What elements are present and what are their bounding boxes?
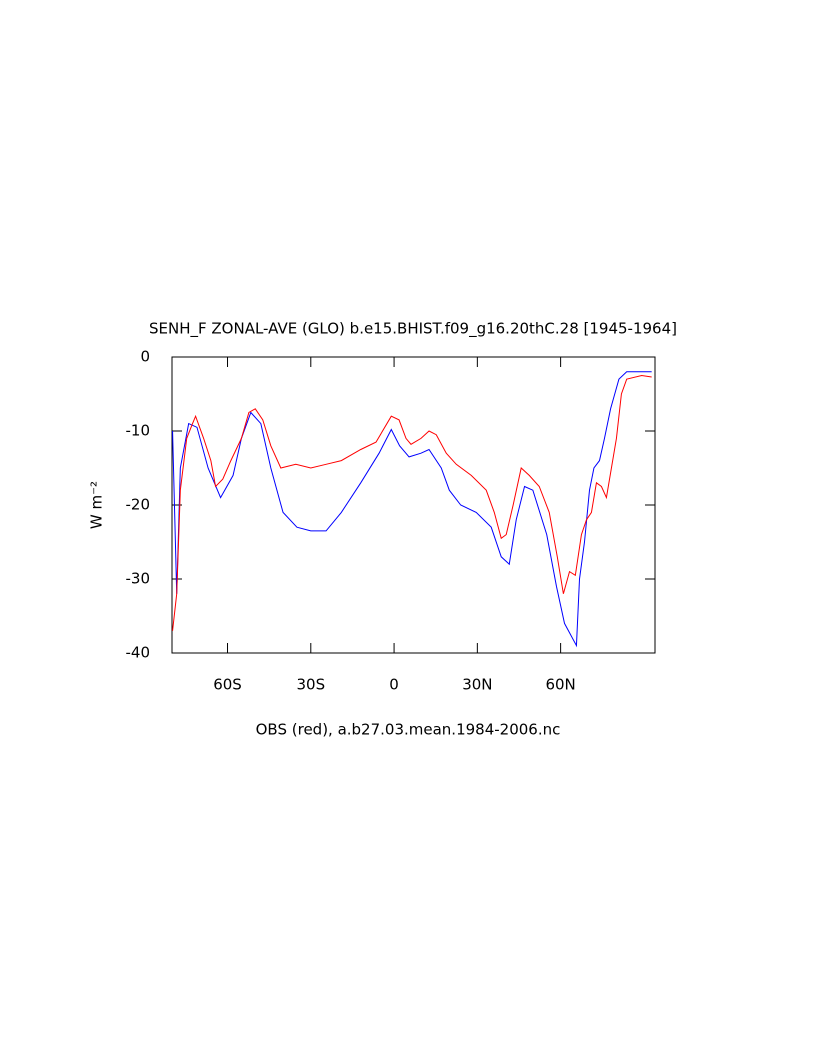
line-series: [172, 371, 652, 648]
x-tick-label: 0: [389, 676, 399, 694]
x-axis-label: OBS (red), a.b27.03.mean.1984-2006.nc: [256, 721, 561, 739]
x-tick-label: 30S: [296, 676, 325, 694]
y-tick-label: 0: [140, 348, 150, 366]
y-tick-label: -40: [126, 644, 151, 662]
line-series: [172, 374, 652, 631]
x-tick-label: 60S: [213, 676, 242, 694]
plot-frame: [171, 356, 656, 654]
y-tick-label: -10: [126, 422, 151, 440]
y-tick-label: -20: [126, 496, 151, 514]
y-axis-label: W m⁻²: [88, 481, 106, 529]
chart-title: SENH_F ZONAL-AVE (GLO) b.e15.BHIST.f09_g…: [149, 320, 677, 339]
x-tick-label: 30N: [462, 676, 492, 694]
y-tick-label: -30: [126, 570, 151, 588]
x-tick-label: 60N: [545, 676, 575, 694]
